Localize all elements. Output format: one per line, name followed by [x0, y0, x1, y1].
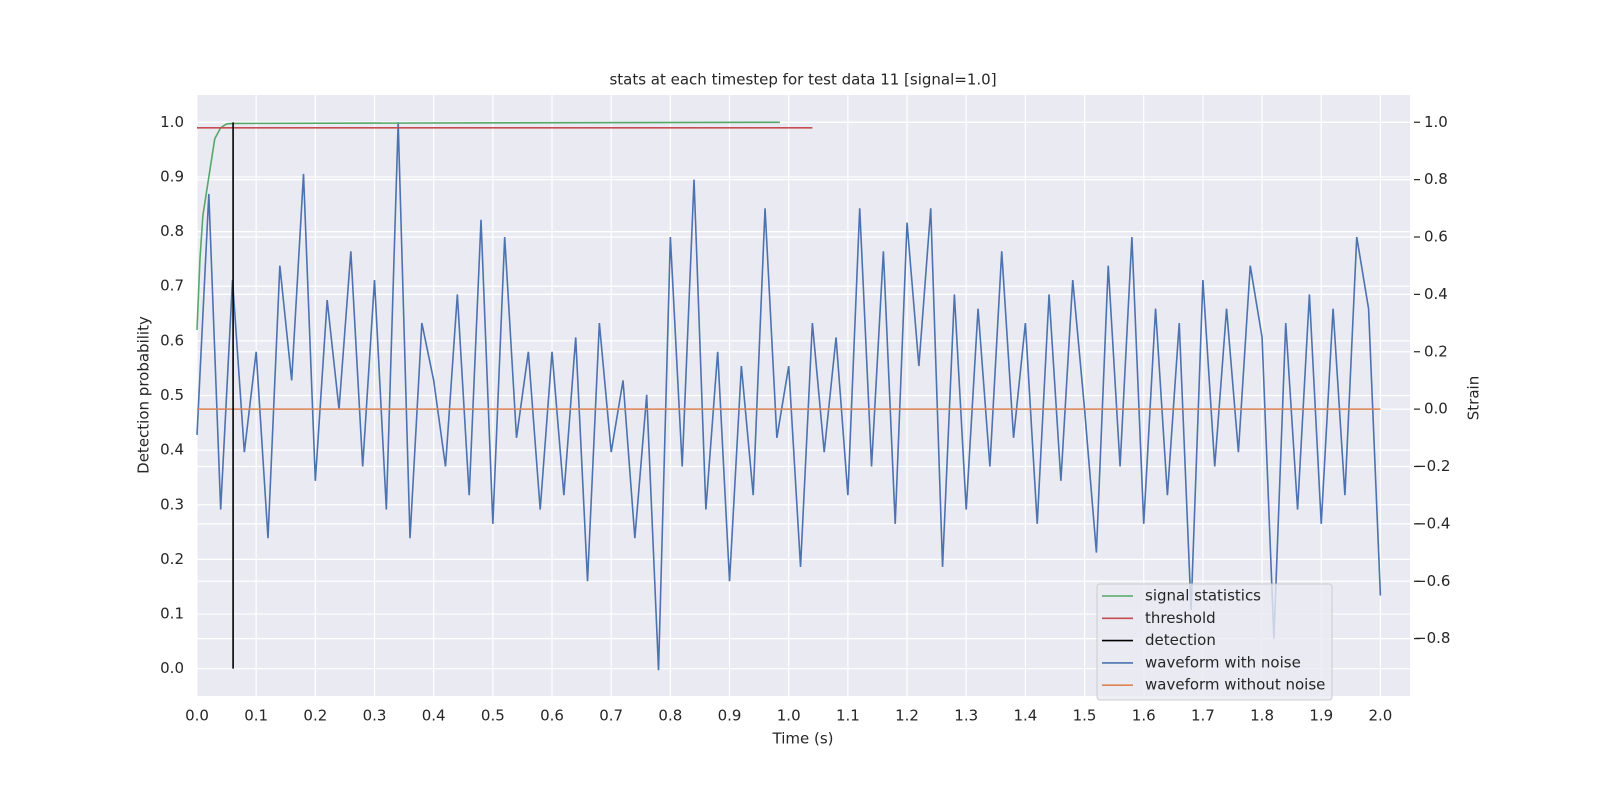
y-tick-label: 0.6 — [160, 331, 184, 349]
y2-tick-label: −0.4 — [1414, 514, 1450, 532]
x-tick-label: 0.6 — [540, 707, 564, 725]
y2-tick-label: 0.6 — [1424, 228, 1448, 246]
y2-tick-label: −0.8 — [1414, 629, 1450, 647]
y2-tick-label: 0.2 — [1424, 342, 1448, 360]
x-tick-label: 1.9 — [1309, 707, 1333, 725]
y-tick-label: 0.4 — [160, 441, 184, 459]
x-tick-label: 0.4 — [422, 707, 446, 725]
y-tick-label: 0.7 — [160, 277, 184, 295]
series-line — [196, 122, 1382, 671]
legend-label: waveform without noise — [1145, 676, 1325, 694]
x-tick-label: 1.8 — [1250, 707, 1274, 725]
series-line — [196, 121, 780, 330]
x-tick-label: 0.9 — [718, 707, 742, 725]
x-tick-label: 1.7 — [1191, 707, 1215, 725]
y-tick-label: 0.0 — [160, 659, 184, 677]
y2-tick-label: 0.8 — [1424, 170, 1448, 188]
y-tick-label: 0.1 — [160, 605, 184, 623]
legend-label: signal statistics — [1145, 587, 1261, 605]
y2-tick-label: 1.0 — [1424, 113, 1448, 131]
x-axis-label: Time (s) — [772, 730, 834, 748]
legend-box — [1096, 583, 1333, 701]
x-tick-label: 1.2 — [895, 707, 919, 725]
legend-label: detection — [1145, 631, 1216, 649]
x-tick-label: 0.0 — [185, 707, 209, 725]
y2-tick-label: −0.6 — [1414, 572, 1450, 590]
y-tick-label: 0.9 — [160, 167, 184, 185]
x-tick-label: 0.7 — [599, 707, 623, 725]
y-tick-label: 0.5 — [160, 386, 184, 404]
y-tick-label: 0.8 — [160, 222, 184, 240]
y2-tick-label: −0.2 — [1414, 457, 1450, 475]
y-tick-label: 0.3 — [160, 495, 184, 513]
y2-tick-label: 0.4 — [1424, 285, 1448, 303]
y-tick-label: 0.2 — [160, 550, 184, 568]
legend-label: waveform with noise — [1145, 653, 1301, 671]
y2-axis-label: Strain — [1465, 376, 1483, 420]
y-tick-label: 1.0 — [160, 113, 184, 131]
x-tick-label: 0.1 — [244, 707, 268, 725]
x-tick-label: 0.3 — [363, 707, 387, 725]
legend-label: threshold — [1145, 609, 1216, 627]
chart-title: stats at each timestep for test data 11 … — [609, 71, 996, 89]
x-tick-label: 1.5 — [1073, 707, 1097, 725]
x-tick-label: 1.4 — [1013, 707, 1037, 725]
x-tick-label: 0.2 — [303, 707, 327, 725]
y2-tick-label: 0.0 — [1424, 400, 1448, 418]
y-axis-label: Detection probability — [135, 316, 153, 474]
x-tick-label: 1.6 — [1132, 707, 1156, 725]
x-tick-label: 2.0 — [1368, 707, 1392, 725]
x-tick-label: 0.8 — [658, 707, 682, 725]
x-tick-label: 1.3 — [954, 707, 978, 725]
legend: signal statistics threshold detection wavef… — [1096, 583, 1333, 701]
x-tick-label: 0.5 — [481, 707, 505, 725]
x-tick-label: 1.0 — [777, 707, 801, 725]
x-tick-label: 1.1 — [836, 707, 860, 725]
